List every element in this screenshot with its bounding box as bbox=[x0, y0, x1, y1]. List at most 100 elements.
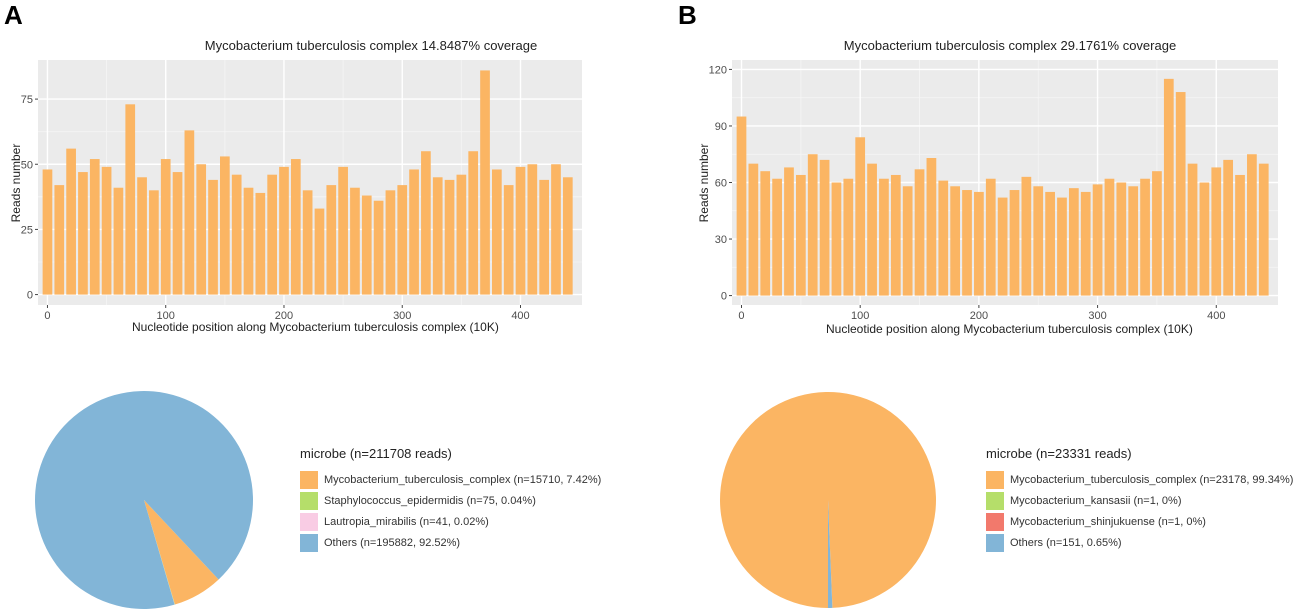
chart-b-xlabel: Nucleotide position along Mycobacterium … bbox=[826, 322, 1193, 336]
bar bbox=[314, 208, 325, 295]
bar bbox=[1223, 159, 1234, 296]
bar bbox=[867, 163, 877, 296]
legend-b-title: microbe (n=23331 reads) bbox=[986, 446, 1132, 461]
x-tick-label: 300 bbox=[1088, 310, 1106, 322]
bar bbox=[950, 186, 961, 296]
y-tick-label: 60 bbox=[715, 178, 727, 190]
pie-slice bbox=[144, 500, 175, 605]
legend-label: Staphylococcus_epidermidis (n=75, 0.04%) bbox=[324, 494, 536, 507]
bar bbox=[1021, 176, 1032, 296]
bar bbox=[208, 179, 218, 295]
bar bbox=[492, 169, 502, 295]
bar bbox=[409, 169, 419, 295]
bar bbox=[843, 178, 854, 296]
pie-slice bbox=[828, 500, 833, 608]
chart-b-title: Mycobacterium tuberculosis complex 29.17… bbox=[843, 38, 1177, 53]
legend-swatch bbox=[300, 470, 318, 489]
legend-a-title: microbe (n=211708 reads) bbox=[300, 446, 452, 461]
bar bbox=[879, 178, 889, 296]
bar bbox=[795, 174, 806, 296]
y-tick-label: 25 bbox=[21, 224, 33, 236]
y-tick-label: 0 bbox=[27, 290, 33, 302]
bar bbox=[562, 177, 573, 295]
legend-swatch bbox=[300, 533, 318, 552]
bar bbox=[421, 151, 431, 295]
legend-swatch bbox=[300, 512, 318, 531]
legend-swatch bbox=[986, 470, 1004, 489]
bar bbox=[914, 169, 925, 296]
bar bbox=[1211, 167, 1222, 296]
bar bbox=[137, 177, 147, 295]
x-tick-label: 300 bbox=[393, 310, 411, 322]
legend-b-item: Mycobacterium_kansasii (n=1, 0%) bbox=[986, 490, 1293, 511]
panel-letter-b: B bbox=[678, 0, 697, 30]
bar bbox=[255, 192, 266, 295]
x-tick-label: 0 bbox=[738, 310, 744, 322]
bar bbox=[42, 169, 53, 295]
bar bbox=[444, 179, 455, 295]
legend-swatch bbox=[986, 512, 1004, 531]
bar bbox=[1175, 92, 1186, 296]
bar bbox=[831, 182, 842, 296]
x-tick-label: 200 bbox=[970, 310, 988, 322]
bar bbox=[243, 187, 254, 295]
y-tick-label: 30 bbox=[715, 234, 727, 246]
bar bbox=[515, 166, 526, 295]
legend-label: Others (n=195882, 92.52%) bbox=[324, 536, 461, 549]
y-tick-label: 120 bbox=[709, 64, 727, 76]
bar bbox=[66, 148, 76, 295]
pie-slice bbox=[144, 500, 175, 605]
bar bbox=[503, 185, 514, 295]
bar bbox=[1187, 163, 1198, 296]
bar bbox=[962, 190, 972, 296]
bar bbox=[890, 174, 901, 296]
pie-slice bbox=[828, 500, 833, 608]
x-tick-label: 100 bbox=[157, 310, 175, 322]
x-tick-label: 0 bbox=[44, 310, 50, 322]
bar bbox=[184, 130, 195, 295]
bar bbox=[338, 166, 348, 295]
bar bbox=[784, 167, 794, 296]
bar bbox=[361, 195, 372, 295]
bar bbox=[101, 166, 112, 295]
bar bbox=[855, 137, 866, 296]
bar bbox=[172, 172, 183, 295]
legend-a: microbe (n=211708 reads) Mycobacterium_t… bbox=[300, 446, 601, 553]
bar bbox=[113, 187, 124, 295]
pie-slice bbox=[34, 390, 253, 610]
bar bbox=[1068, 188, 1079, 296]
legend-b-item: Mycobacterium_shinjukuense (n=1, 0%) bbox=[986, 511, 1293, 532]
panel-letter-a: A bbox=[4, 0, 23, 30]
bar bbox=[1009, 190, 1020, 296]
bar bbox=[974, 191, 984, 296]
bar bbox=[432, 177, 443, 295]
bar bbox=[551, 164, 561, 295]
bar bbox=[125, 104, 136, 295]
legend-swatch bbox=[300, 491, 318, 510]
bar bbox=[1199, 182, 1210, 296]
x-tick-label: 400 bbox=[511, 310, 529, 322]
bar bbox=[807, 154, 818, 296]
legend-a-item: Staphylococcus_epidermidis (n=75, 0.04%) bbox=[300, 490, 601, 511]
bar bbox=[279, 166, 289, 295]
bar bbox=[938, 180, 949, 296]
bar bbox=[760, 171, 771, 296]
bar bbox=[772, 178, 782, 296]
bar bbox=[1080, 191, 1091, 296]
bar bbox=[736, 116, 747, 296]
legend-label: Mycobacterium_tuberculosis_complex (n=15… bbox=[324, 473, 602, 486]
bar bbox=[1104, 178, 1115, 296]
legend-b: microbe (n=23331 reads) Mycobacterium_tu… bbox=[986, 446, 1293, 553]
legend-a-item: Lautropia_mirabilis (n=41, 0.02%) bbox=[300, 511, 601, 532]
bar bbox=[902, 186, 913, 296]
bar bbox=[196, 164, 207, 295]
legend-label: Others (n=151, 0.65%) bbox=[1010, 536, 1122, 549]
x-tick-label: 200 bbox=[275, 310, 293, 322]
bar bbox=[1128, 186, 1139, 296]
bar bbox=[290, 159, 301, 295]
legend-a-item: Others (n=195882, 92.52%) bbox=[300, 532, 601, 553]
legend-label: Lautropia_mirabilis (n=41, 0.02%) bbox=[324, 515, 489, 528]
bar bbox=[1057, 197, 1067, 296]
bar bbox=[468, 151, 479, 295]
